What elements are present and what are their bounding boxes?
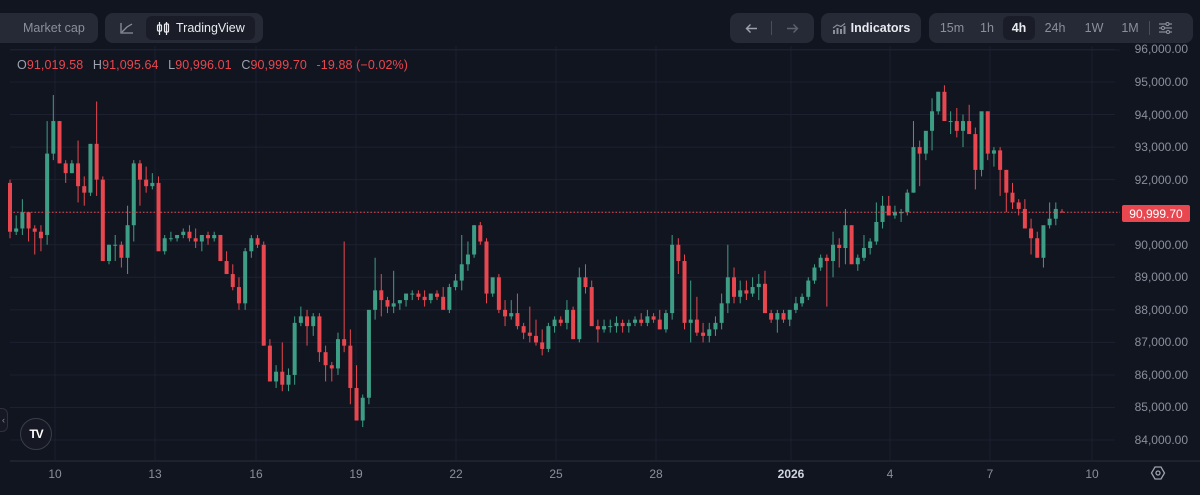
indicators-label: Indicators: [850, 21, 911, 35]
chart-toolbar: Market cap TradingView: [0, 0, 1200, 46]
sliders-icon: [1158, 22, 1172, 34]
indicators-button[interactable]: Indicators: [824, 16, 918, 40]
interval-1w[interactable]: 1W: [1084, 21, 1104, 35]
candlestick-chart[interactable]: [0, 46, 1200, 495]
interval-24h[interactable]: 24h: [1044, 21, 1066, 35]
tradingview-label: TradingView: [176, 21, 245, 35]
low-value: 90,996.01: [175, 58, 232, 72]
indicators-group: Indicators: [821, 13, 921, 43]
open-value: 91,019.58: [26, 58, 84, 72]
hexagon-gear-icon: [1150, 466, 1166, 485]
high-key: H: [92, 58, 103, 72]
time-label: 2026: [777, 467, 805, 481]
open-key: O: [17, 58, 27, 72]
market-cap-tab[interactable]: Market cap: [23, 21, 85, 35]
price-label: 90,000.00: [1134, 238, 1188, 252]
history-nav-group: [730, 13, 814, 43]
price-label: 96,000.00: [1134, 42, 1188, 56]
price-label: 88,000.00: [1134, 303, 1188, 317]
axis-settings-button[interactable]: [1150, 465, 1166, 481]
undo-button[interactable]: [733, 16, 769, 40]
indicators-icon: [832, 22, 846, 34]
arrow-left-icon: [745, 23, 758, 34]
interval-4h[interactable]: 4h: [1003, 16, 1035, 40]
time-label: 10: [1085, 467, 1099, 481]
nav-divider: [771, 21, 772, 35]
time-label: 7: [986, 467, 994, 481]
redo-button[interactable]: [774, 16, 810, 40]
interval-15m[interactable]: 15m: [939, 21, 965, 35]
time-label: 16: [249, 467, 263, 481]
price-tab-partial[interactable]: [0, 16, 5, 40]
chevron-left-icon: ‹: [2, 415, 5, 425]
interval-1m[interactable]: 1M: [1121, 21, 1139, 35]
chart-settings-button[interactable]: [1152, 16, 1178, 40]
price-label: 86,000.00: [1134, 368, 1188, 382]
candlestick-icon: [156, 21, 170, 35]
price-label: 92,000.00: [1134, 173, 1188, 187]
current-price-tag: 90,999.70: [1122, 205, 1190, 222]
tradingview-logo[interactable]: TV: [20, 418, 52, 450]
time-label: 28: [649, 467, 663, 481]
time-label: 25: [549, 467, 563, 481]
close-value: 90,999.70: [250, 58, 307, 72]
time-label: 19: [349, 467, 363, 481]
price-label: 94,000.00: [1134, 108, 1188, 122]
ohlc-legend: O91,019.58 H91,095.64 L90,996.01 C90,999…: [17, 58, 408, 72]
price-label: 93,000.00: [1134, 140, 1188, 154]
tradingview-view-button[interactable]: TradingView: [146, 16, 255, 40]
high-value: 91,095.64: [102, 58, 159, 72]
collapse-toolbar-button[interactable]: ‹: [0, 408, 8, 432]
chart-type-group: Market cap: [0, 13, 98, 43]
line-view-button[interactable]: [108, 16, 146, 40]
price-label: 89,000.00: [1134, 270, 1188, 284]
time-label: 22: [449, 467, 463, 481]
price-label: 87,000.00: [1134, 335, 1188, 349]
low-key: L: [168, 58, 176, 72]
interval-group: 15m 1h 4h 24h 1W 1M: [929, 13, 1193, 43]
arrow-right-icon: [786, 23, 799, 34]
interval-divider: [1149, 21, 1150, 35]
line-chart-icon: [120, 22, 134, 34]
price-label: 85,000.00: [1134, 400, 1188, 414]
close-key: C: [241, 58, 251, 72]
time-label: 13: [148, 467, 162, 481]
price-label: 95,000.00: [1134, 75, 1188, 89]
view-mode-group: TradingView: [105, 13, 263, 43]
interval-1h[interactable]: 1h: [980, 21, 994, 35]
change-value: -19.88 (−0.02%): [316, 58, 409, 72]
price-label: 84,000.00: [1134, 433, 1188, 447]
time-label: 4: [886, 467, 894, 481]
time-label: 10: [48, 467, 62, 481]
